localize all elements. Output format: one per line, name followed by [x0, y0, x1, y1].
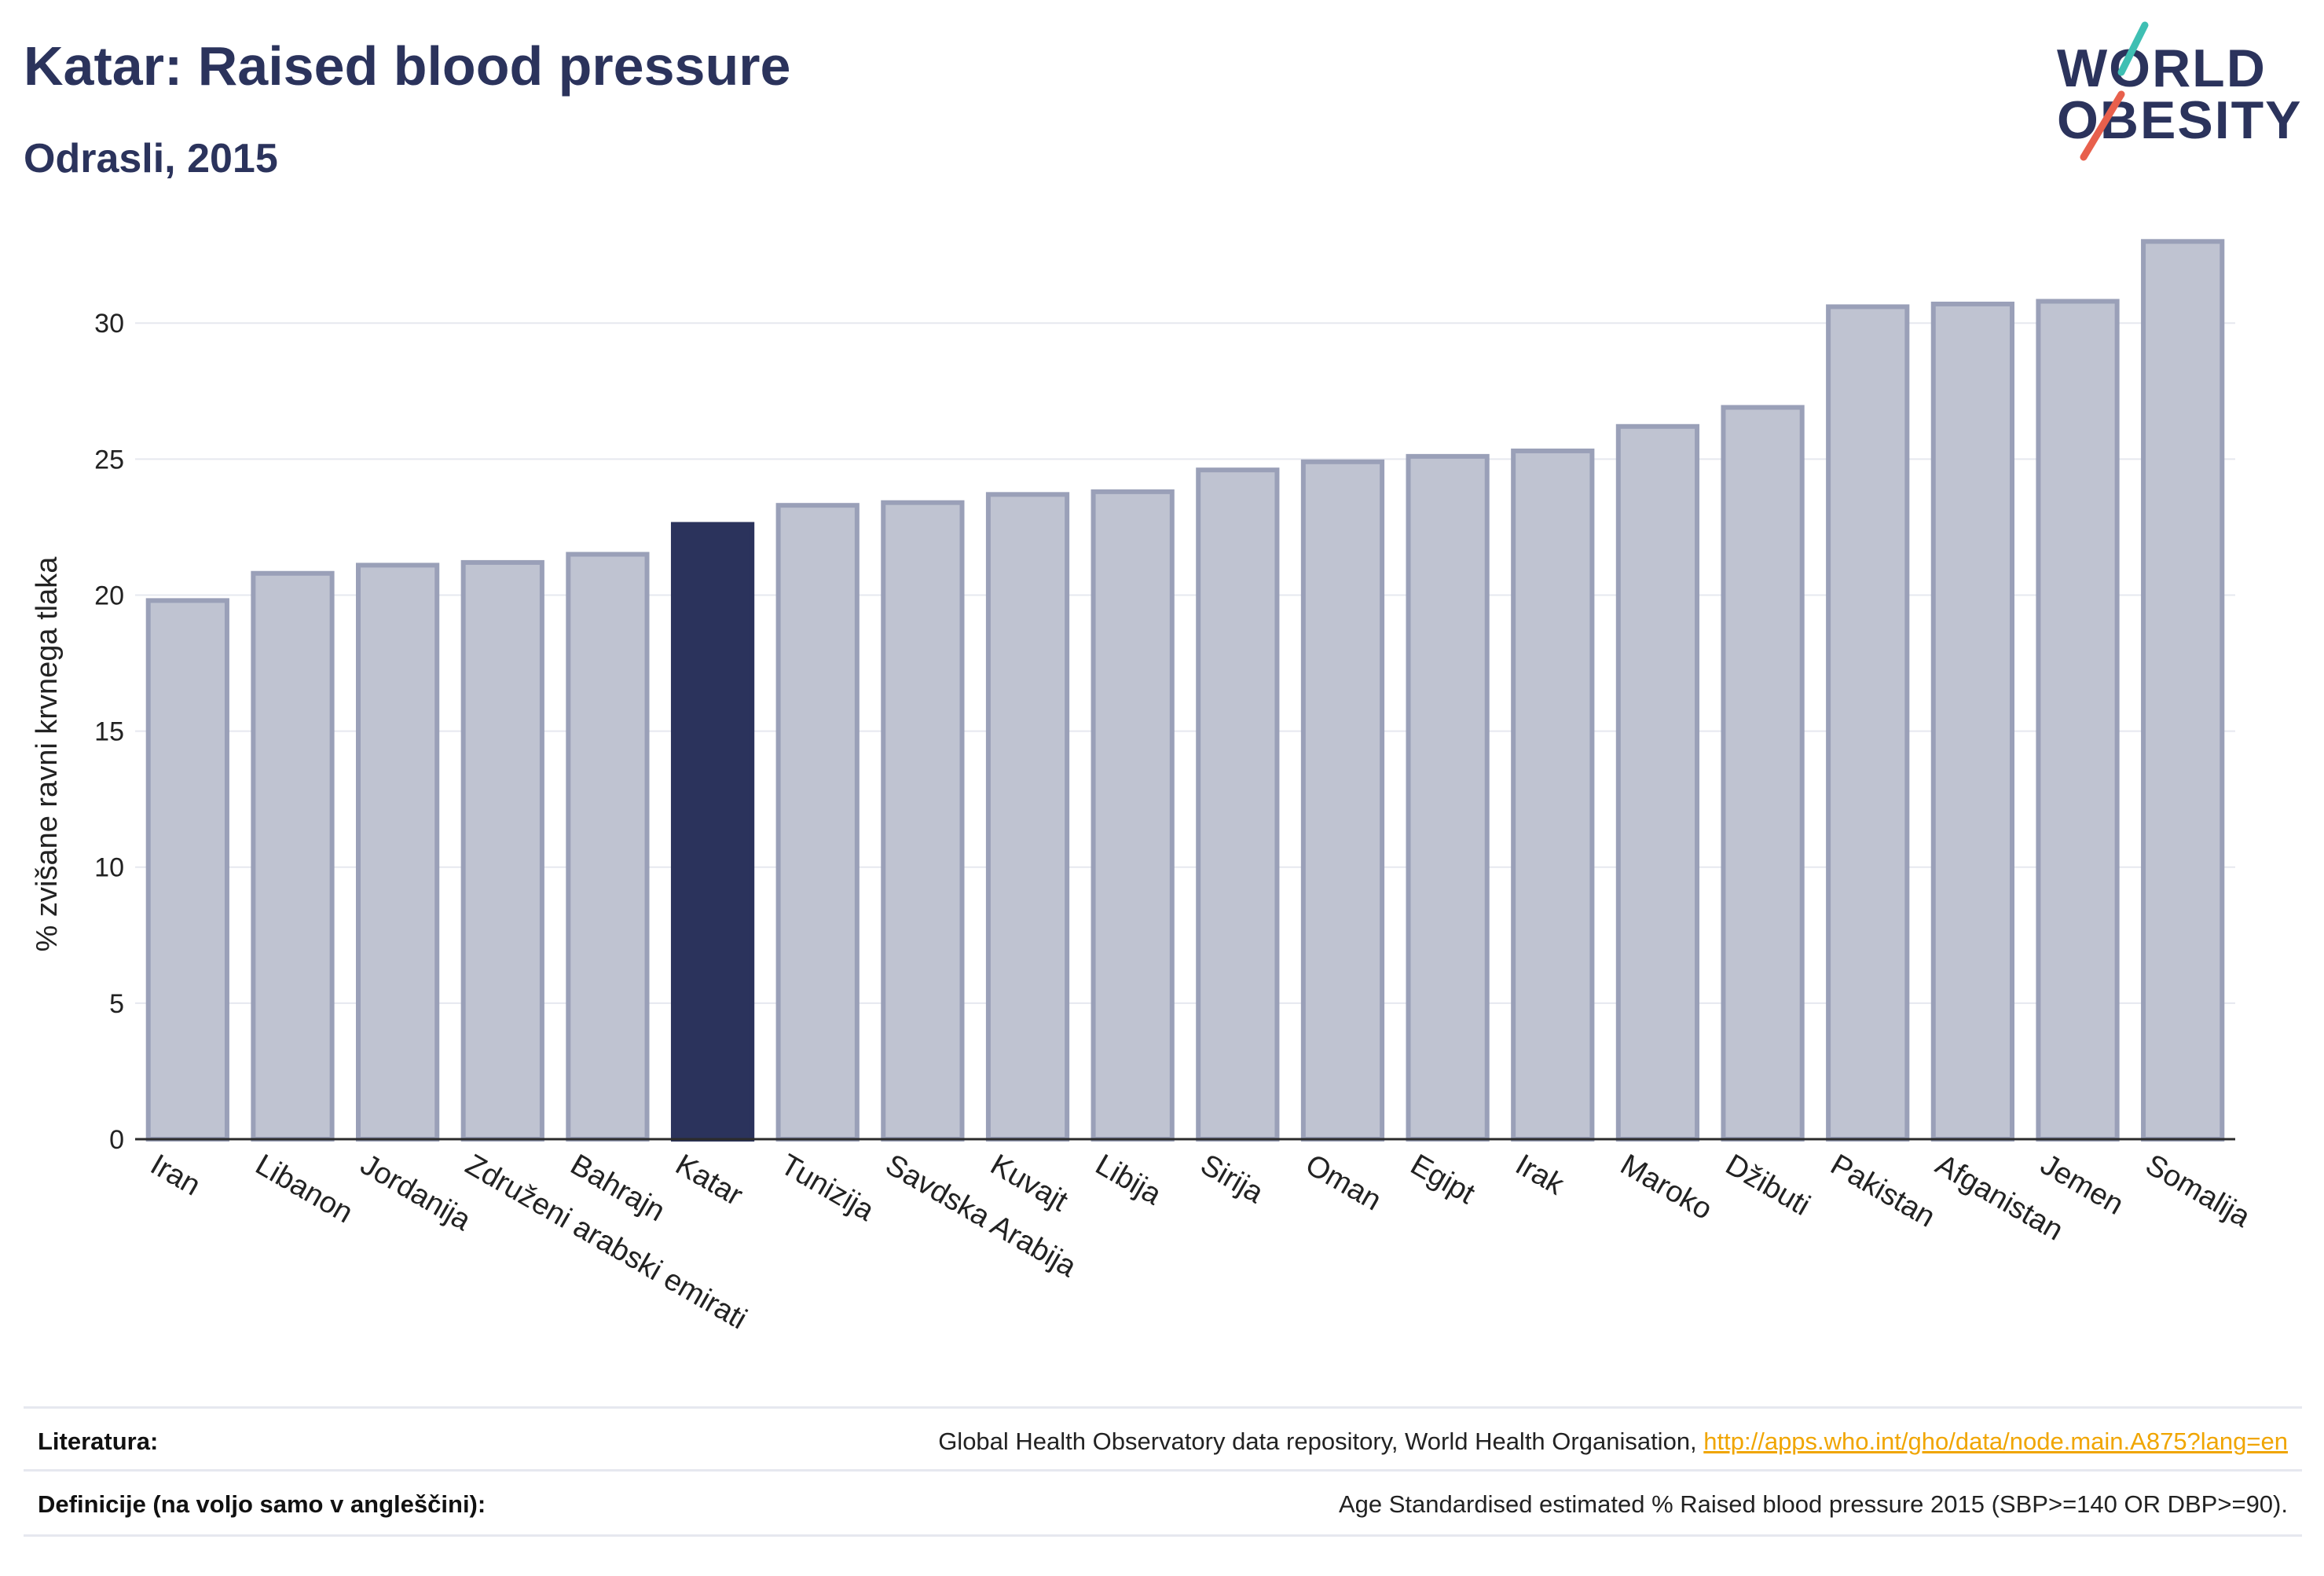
bar-savdska-arabija	[881, 500, 965, 1142]
x-tick-label: Irak	[1510, 1148, 1571, 1202]
y-tick-label: 30	[94, 309, 124, 339]
page-subtitle: Odrasli, 2015	[24, 136, 278, 181]
x-tick-label: Sirija	[1195, 1148, 1270, 1210]
x-tick-label: Katar	[670, 1148, 749, 1212]
bar-libija	[1091, 489, 1175, 1142]
chart-grid	[135, 322, 2235, 1004]
x-tick-label: Iran	[145, 1148, 206, 1202]
literature-link[interactable]: http://apps.who.int/gho/data/node.main.A…	[1703, 1428, 2288, 1455]
footer: Literatura: Global Health Observatory da…	[24, 1406, 2302, 1540]
x-tick-label: Jordanija	[355, 1148, 477, 1237]
y-axis-label: % zvišane ravni krvnega tlaka	[31, 556, 64, 952]
bar-pakistan	[1826, 304, 1910, 1142]
page-title: Katar: Raised blood pressure	[24, 35, 791, 97]
x-tick-label: Tunizija	[775, 1148, 880, 1228]
footer-definitions-row: Definicije (na voljo samo v angleščini):…	[24, 1469, 2302, 1537]
bar-tunizija	[775, 503, 860, 1142]
logo-line1: WORLD	[2057, 38, 2267, 98]
y-tick-label: 10	[94, 853, 124, 883]
y-tick-label: 0	[109, 1125, 124, 1155]
y-tick-label: 25	[94, 445, 124, 475]
bar-jemen	[2036, 299, 2120, 1142]
x-tick-label: Pakistan	[1825, 1148, 1941, 1233]
logo-slash-icon	[2080, 21, 2149, 161]
y-tick-label: 20	[94, 581, 124, 610]
x-tick-label: Oman	[1299, 1148, 1387, 1217]
world-obesity-logo: WORLD OBESITY	[2043, 16, 2302, 165]
x-tick-label: Libija	[1090, 1148, 1167, 1211]
bar-kuvajt	[985, 492, 1070, 1142]
bar-džibuti	[1721, 405, 1805, 1142]
bar-somalija	[2141, 239, 2225, 1142]
bar-jordanija	[356, 563, 440, 1142]
x-tick-label: Maroko	[1615, 1148, 1717, 1226]
bar-bahrajn	[566, 552, 650, 1142]
bar-iran	[145, 598, 229, 1142]
definitions-label: Definicije (na voljo samo v angleščini):	[38, 1490, 486, 1518]
y-tick-label: 15	[94, 717, 124, 747]
bar-irak	[1511, 448, 1595, 1142]
bar-egipt	[1406, 453, 1490, 1142]
x-tick-label: Somalija	[2140, 1148, 2256, 1234]
bar-združeni-arabski-emirati	[460, 559, 544, 1142]
x-tick-label: Džibuti	[1720, 1148, 1816, 1222]
bar-maroko	[1615, 423, 1700, 1142]
bar-katar	[670, 522, 755, 1142]
x-tick-label: Libanon	[250, 1148, 358, 1230]
bar-sirija	[1196, 467, 1280, 1142]
definitions-value: Age Standardised estimated % Raised bloo…	[1338, 1490, 2288, 1518]
literature-value: Global Health Observatory data repositor…	[938, 1428, 2288, 1456]
x-tick-label: Savdska Arabija	[880, 1148, 1083, 1284]
bar-oman	[1300, 459, 1385, 1142]
bar-libanon	[251, 570, 335, 1142]
literature-text: Global Health Observatory data repositor…	[938, 1428, 1704, 1455]
bar-afganistan	[1930, 301, 2014, 1142]
chart-bars	[145, 239, 2225, 1142]
y-tick-label: 5	[109, 989, 124, 1019]
x-tick-label: Egipt	[1405, 1148, 1480, 1211]
literature-label: Literatura:	[38, 1428, 159, 1455]
footer-literature-row: Literatura: Global Health Observatory da…	[24, 1406, 2302, 1472]
